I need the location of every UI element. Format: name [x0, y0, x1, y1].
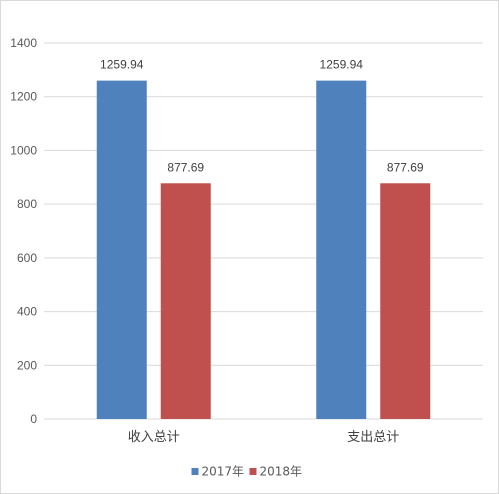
y-tick-label: 1000: [10, 143, 37, 157]
data-label: 1259.94: [320, 58, 364, 72]
y-tick-label: 800: [17, 197, 37, 211]
legend: 2017年 2018年: [191, 465, 303, 479]
data-label: 1259.94: [100, 58, 144, 72]
data-label: 877.69: [167, 160, 204, 174]
legend-label: 2018年: [260, 465, 303, 479]
y-axis: 0 200 400 600 800 1000 1200 1400: [10, 36, 37, 426]
x-axis: 收入总计 支出总计: [128, 430, 400, 445]
legend-label: 2017年: [202, 465, 245, 479]
bar-series-1: [96, 80, 147, 419]
y-tick-label: 400: [17, 305, 37, 319]
bar-series-2: [160, 183, 211, 419]
x-tick-label: 收入总计: [128, 430, 180, 445]
x-tick-label: 支出总计: [347, 430, 399, 445]
y-tick-label: 200: [17, 358, 37, 372]
bar-series-2: [380, 183, 431, 419]
legend-swatch: [191, 468, 199, 475]
y-tick-label: 600: [17, 251, 37, 265]
y-tick-label: 1200: [10, 90, 37, 104]
legend-swatch: [249, 468, 257, 475]
data-label: 877.69: [387, 160, 424, 174]
bar-series-1: [316, 80, 367, 419]
bars: [96, 80, 431, 419]
y-tick-label: 1400: [10, 36, 37, 50]
data-labels: 1259.94 877.69 1259.94 877.69: [100, 58, 424, 175]
y-tick-label: 0: [30, 412, 37, 426]
